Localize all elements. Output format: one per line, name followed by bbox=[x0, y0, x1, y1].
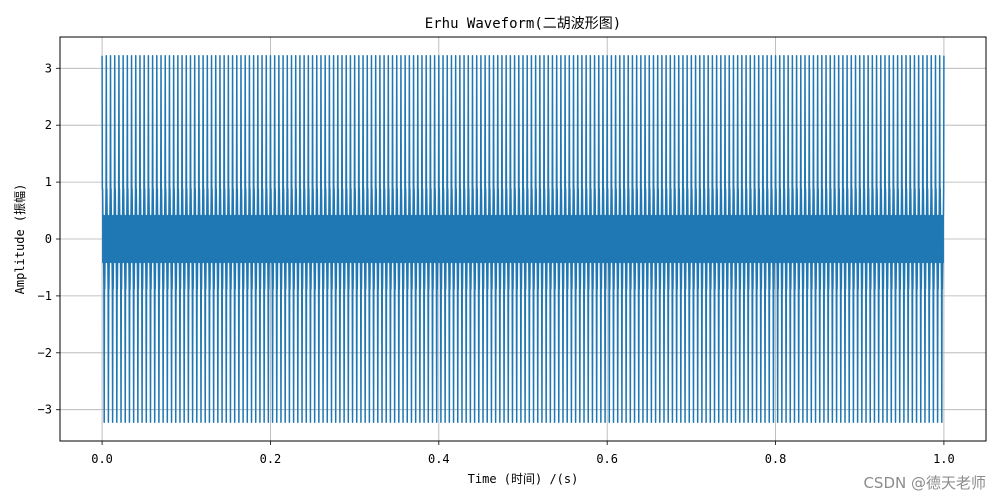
x-tick-label: 0.4 bbox=[428, 452, 450, 466]
waveform-series-line bbox=[101, 55, 945, 423]
y-tick-label: 1 bbox=[45, 175, 52, 189]
x-axis-label: Time (时间) /(s) bbox=[468, 472, 579, 486]
waveform-core-band bbox=[102, 215, 944, 263]
y-tick-label: 2 bbox=[45, 118, 52, 132]
y-tick-label: 0 bbox=[45, 232, 52, 246]
x-tick-label: 0.6 bbox=[596, 452, 618, 466]
chart-title: Erhu Waveform(二胡波形图) bbox=[425, 16, 621, 32]
series-layer bbox=[101, 55, 945, 423]
y-tick-label: −2 bbox=[38, 346, 52, 360]
y-tick-label: −1 bbox=[38, 289, 52, 303]
y-tick-label: −3 bbox=[38, 403, 52, 417]
watermark: CSDN @德天老师 bbox=[863, 474, 986, 492]
x-tick-label: 1.0 bbox=[933, 452, 955, 466]
y-tick-label: 3 bbox=[45, 61, 52, 75]
tick-layer: 0.0 0.2 0.4 0.6 0.8 1.0 −3 −2 −1 0 1 2 3 bbox=[38, 61, 955, 466]
x-tick-label: 0.8 bbox=[765, 452, 787, 466]
y-axis-label: Amplitude (振幅) bbox=[12, 184, 27, 295]
x-tick-label: 0.2 bbox=[260, 452, 282, 466]
x-tick-label: 0.0 bbox=[91, 452, 113, 466]
